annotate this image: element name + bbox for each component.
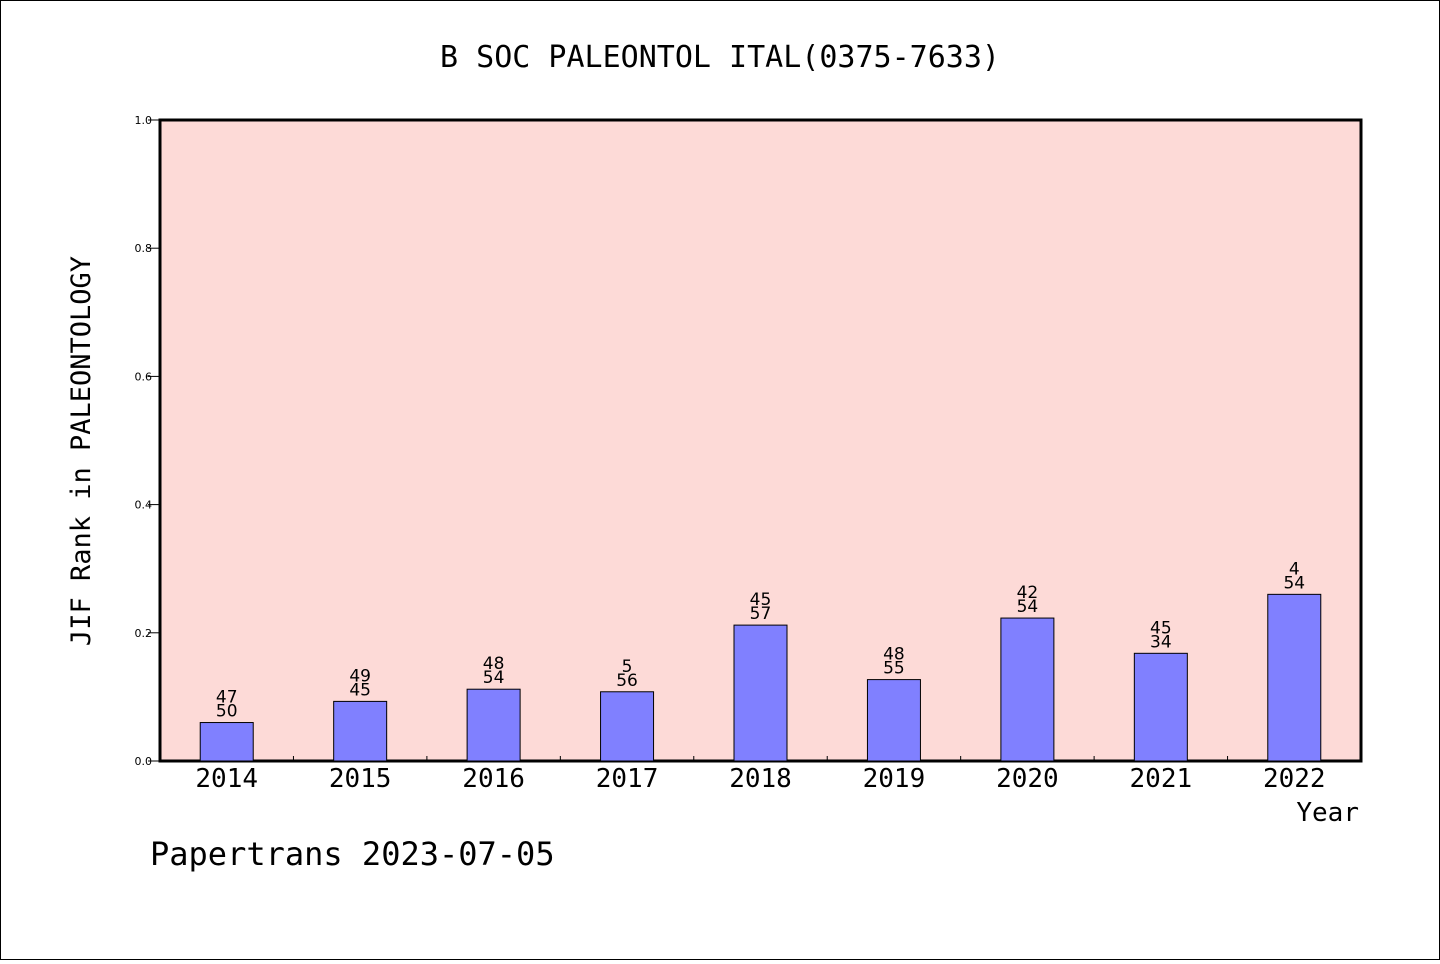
x-tick-label: 2018 — [729, 764, 792, 794]
bar-label-top: 45 — [750, 590, 772, 610]
x-tick-label: 2016 — [462, 764, 525, 794]
bar-label-bottom: 54 — [1283, 573, 1305, 593]
x-tick-label: 2021 — [1130, 764, 1193, 794]
bar-2017 — [600, 691, 655, 762]
bar-label-bottom: 45 — [349, 680, 371, 700]
bar-2019 — [866, 679, 921, 762]
bar-label-top: 4 — [1289, 559, 1300, 579]
x-tick-label: 2017 — [596, 764, 659, 794]
y-tick-label: 0.2 — [135, 627, 153, 640]
bars-group — [199, 593, 1322, 762]
bar-label-bottom: 54 — [483, 668, 505, 688]
x-tick-label: 2015 — [329, 764, 392, 794]
bar-label-top: 45 — [1150, 618, 1172, 638]
bar-label-bottom: 50 — [216, 702, 238, 722]
bar-2018 — [733, 624, 788, 762]
y-tick-label: 1.0 — [135, 114, 153, 127]
y-axis-ticks: 0.0 0.2 0.4 0.6 0.8 1.0 — [135, 114, 160, 768]
y-tick-label: 0.4 — [135, 499, 153, 512]
bar-label-top: 5 — [622, 657, 633, 677]
bar-2016 — [466, 688, 521, 762]
bar-2020 — [1000, 617, 1055, 762]
bar-label-top: 48 — [883, 645, 905, 665]
bar-label-bottom: 56 — [616, 671, 638, 691]
y-tick-label: 0.0 — [135, 755, 153, 768]
y-tick-label: 0.6 — [135, 370, 153, 383]
bar-2022 — [1267, 593, 1322, 762]
footer-credit: Papertrans 2023-07-05 — [150, 835, 555, 873]
x-tick-label: 2019 — [863, 764, 926, 794]
bar-label-bottom: 54 — [1017, 597, 1039, 617]
x-tick-label: 2022 — [1263, 764, 1326, 794]
bar-2014 — [199, 722, 254, 762]
x-axis-ticks: 2014 2015 2016 2017 2018 2019 2020 2021 2022 — [195, 756, 1326, 794]
bar-2015 — [333, 700, 388, 762]
x-axis-label: Year — [1296, 798, 1359, 828]
y-axis-label: JIF Rank in PALEONTOLOGY — [66, 256, 97, 646]
bar-label-bottom: 55 — [883, 659, 905, 679]
y-tick-label: 0.8 — [135, 242, 153, 255]
chart-title: B SOC PALEONTOL ITAL(0375-7633) — [440, 40, 1000, 75]
bar-label-top: 48 — [483, 654, 505, 674]
bar-label-top: 49 — [349, 666, 371, 686]
x-tick-label: 2014 — [195, 764, 258, 794]
bar-2021 — [1133, 652, 1188, 762]
bar-label-top: 47 — [216, 688, 238, 708]
bar-label-bottom: 57 — [750, 604, 772, 624]
bar-label-top: 42 — [1017, 583, 1039, 603]
bar-label-bottom: 34 — [1150, 632, 1172, 652]
x-tick-label: 2020 — [996, 764, 1059, 794]
